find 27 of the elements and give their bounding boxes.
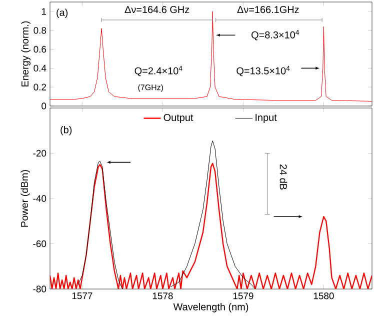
- y-tick-label: 1: [42, 8, 46, 15]
- annotation: (a): [56, 8, 68, 18]
- annotation: Q=8.3×10$^{4}$: [252, 30, 300, 40]
- y-axis-title: Energy (norm.): [21, 21, 30, 86]
- x-axis-title: Wavelength (nm): [173, 303, 248, 312]
- x-tick-label: 1579: [233, 292, 254, 300]
- annotation: (b): [60, 126, 72, 136]
- annotation: 24 dB: [280, 164, 288, 190]
- x-tick-label: 1580: [314, 292, 334, 300]
- y-tick-label: -20: [33, 150, 46, 157]
- y-tick-label: 0: [42, 102, 46, 110]
- y-tick-label: 0.8: [34, 27, 46, 34]
- annotation: Δν=164.6 GHz: [124, 6, 190, 14]
- y-tick-label: -40: [33, 195, 46, 202]
- y-tick-label: -80: [33, 286, 46, 292]
- y-tick-label: 0.4: [34, 64, 46, 72]
- y-tick-label: 0.6: [34, 46, 46, 53]
- y-axis-title: Power (dBm): [20, 170, 30, 227]
- y-tick-label: -60: [33, 240, 46, 248]
- y-tick-label: 0.2: [34, 84, 46, 90]
- x-tick-label: 1577: [72, 292, 92, 300]
- annotation: Δν=166.1GHz: [237, 6, 299, 14]
- legend-label: Input: [256, 114, 277, 123]
- x-tick-label: 1578: [152, 292, 173, 300]
- annotation: Q=13.5×10$^{4}$: [236, 66, 290, 76]
- annotation: Q=2.4×10$^{4}$: [134, 66, 182, 76]
- legend-label: Output: [164, 114, 194, 124]
